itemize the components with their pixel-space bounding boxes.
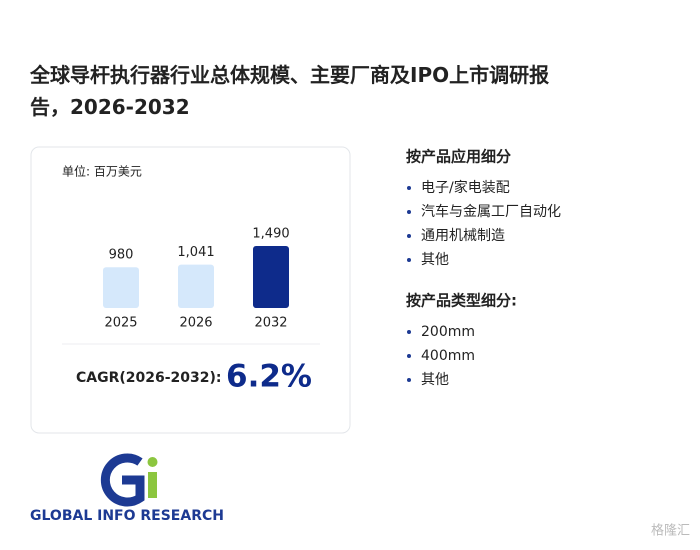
bar [103, 267, 139, 308]
title: 全球导杆执行器行业总体规模、主要厂商及IPO上市调研报告，2026-2032 [29, 63, 549, 119]
bullet [407, 354, 411, 358]
category-label: 2032 [254, 316, 287, 331]
value-label: 980 [109, 248, 134, 263]
bullet [407, 186, 411, 190]
cagr-value: 6.2% [226, 359, 312, 395]
segment-item: 其他 [421, 372, 449, 388]
logo-icon [100, 453, 158, 507]
bullet [407, 378, 411, 382]
segment-item: 400mm [421, 348, 475, 364]
value-label: 1,041 [177, 245, 214, 260]
category-label: 2026 [179, 316, 212, 331]
unit-label: 单位: 百万美元 [62, 164, 142, 179]
bullet [407, 234, 411, 238]
segment-item: 200mm [421, 324, 475, 340]
segment-heading: 按产品应用细分 [406, 148, 511, 166]
segment-item: 电子/家电装配 [421, 179, 510, 196]
segment-item: 通用机械制造 [421, 228, 505, 244]
bullet [407, 330, 411, 334]
cagr-label: CAGR(2026-2032): [76, 370, 222, 386]
segment-heading: 按产品类型细分: [406, 292, 517, 310]
bullet [407, 210, 411, 214]
segment-item: 汽车与金属工厂自动化 [421, 203, 561, 220]
bullet [407, 258, 411, 262]
segment-item: 其他 [421, 252, 449, 268]
watermark: 格隆汇 [651, 523, 690, 539]
category-label: 2025 [104, 316, 137, 331]
bar [178, 264, 214, 308]
value-label: 1,490 [252, 227, 289, 242]
bar [253, 246, 289, 308]
logo-text: GLOBAL INFO RESEARCH [30, 508, 224, 524]
